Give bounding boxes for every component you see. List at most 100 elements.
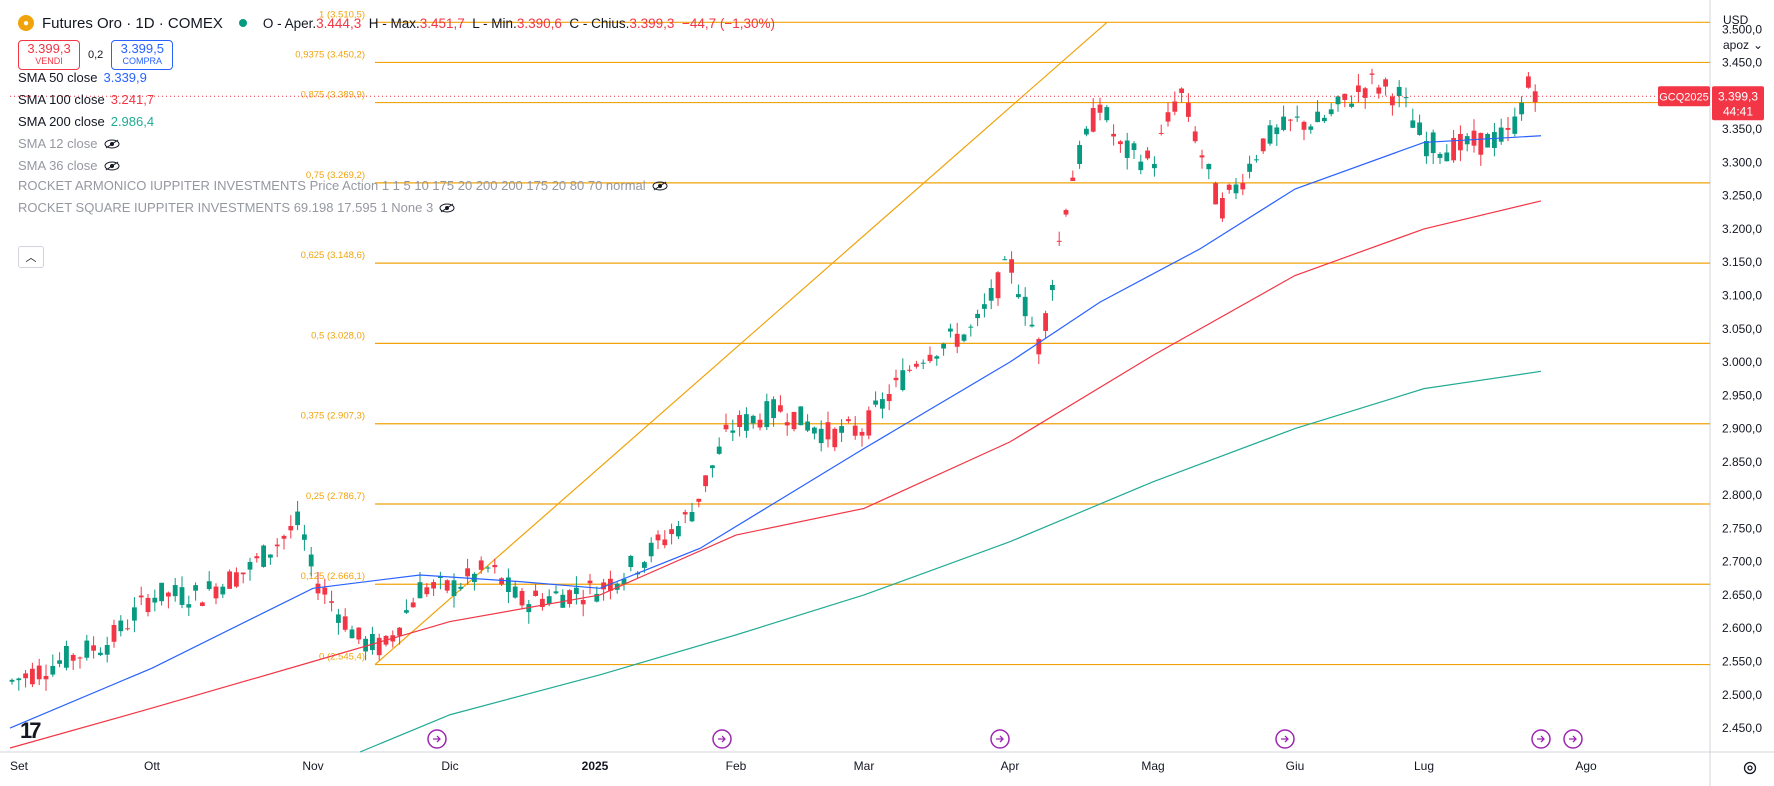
collapse-legend-button[interactable]: ︿ <box>18 246 44 268</box>
x-tick-label: Giu <box>1286 759 1305 773</box>
event-marker-icon[interactable] <box>712 729 732 749</box>
indicator-row[interactable]: SMA 100 close 3.241,7 <box>18 92 154 107</box>
candle-body <box>329 601 334 603</box>
candle-body <box>757 419 763 428</box>
candle-body <box>839 426 844 433</box>
y-tick-label: 2.450,0 <box>1722 721 1762 735</box>
candle-body <box>118 620 124 632</box>
candle-body <box>179 587 185 605</box>
buy-button[interactable]: 3.399,5 COMPRA <box>111 40 174 70</box>
candle-body <box>336 614 341 623</box>
event-marker-icon[interactable] <box>1563 729 1583 749</box>
indicator-row[interactable]: ROCKET ARMONICO IUPPITER INVESTMENTS Pri… <box>18 178 668 193</box>
candle-body <box>315 583 321 594</box>
candle-body <box>1186 103 1191 117</box>
candle-body <box>206 581 212 590</box>
eye-hidden-icon[interactable] <box>652 181 668 191</box>
candle-body <box>302 534 307 540</box>
candle-body <box>438 576 443 578</box>
candle-body <box>744 414 749 431</box>
candle-body <box>397 627 402 636</box>
candle-body <box>465 568 470 577</box>
candle-body <box>805 421 810 431</box>
eye-hidden-icon[interactable] <box>104 161 120 171</box>
candle-body <box>716 446 722 454</box>
currency-selector[interactable]: USD <box>1723 13 1749 27</box>
candle-body <box>988 287 994 301</box>
indicator-value: 2.986,4 <box>110 114 155 129</box>
candle-body <box>1084 128 1089 135</box>
candle-body <box>1505 127 1511 130</box>
x-tick-label: Dic <box>441 759 458 773</box>
candle-body <box>234 572 239 587</box>
candle-body <box>737 414 742 428</box>
event-marker-icon[interactable] <box>1531 729 1551 749</box>
candle-body <box>1172 101 1178 112</box>
candle-body <box>1240 183 1246 190</box>
candle-body <box>77 657 83 659</box>
y-tick-label: 3.450,0 <box>1722 56 1762 70</box>
candle-body <box>961 334 967 341</box>
price-tag-value: 3.399,3 <box>1718 89 1758 103</box>
indicator-row[interactable]: ROCKET SQUARE IUPPITER INVESTMENTS 69.19… <box>18 200 455 215</box>
candle-body <box>1077 144 1082 165</box>
indicator-row[interactable]: SMA 200 close 2.986,4 <box>18 114 154 129</box>
candle-body <box>166 592 171 597</box>
candle-body <box>710 465 715 469</box>
candle-body <box>608 578 613 591</box>
eye-hidden-icon[interactable] <box>104 139 120 149</box>
market-open-status-icon <box>238 19 247 27</box>
candle-body <box>1063 210 1069 215</box>
candle-body <box>1009 259 1014 273</box>
scale-mode-selector[interactable]: apoz ⌄ <box>1723 38 1764 52</box>
candle-body <box>1362 88 1368 98</box>
candle-body <box>546 596 552 604</box>
candle-body <box>1179 88 1184 94</box>
candle-body <box>832 428 838 448</box>
indicator-row[interactable]: SMA 12 close <box>18 136 120 151</box>
candle-body <box>975 313 980 319</box>
gear-icon[interactable] <box>1742 760 1758 776</box>
indicator-name: ROCKET ARMONICO IUPPITER INVESTMENTS Pri… <box>18 178 646 193</box>
event-arrow <box>1569 735 1577 743</box>
candle-body <box>274 544 280 547</box>
y-tick-label: 2.700,0 <box>1722 555 1762 569</box>
indicator-row[interactable]: SMA 36 close <box>18 158 120 173</box>
candle-body <box>506 577 511 592</box>
x-tick-label: Lug <box>1414 759 1434 773</box>
y-tick-label: 2.650,0 <box>1722 588 1762 602</box>
candle-body <box>628 555 634 568</box>
event-marker-icon[interactable] <box>1275 729 1295 749</box>
candle-body <box>98 652 103 656</box>
y-tick-label: 2.900,0 <box>1722 422 1762 436</box>
candle-body <box>927 354 933 362</box>
candle-body <box>1213 183 1218 205</box>
candle-body <box>601 582 606 590</box>
candle-body <box>1369 73 1375 75</box>
candle-body <box>1056 240 1062 242</box>
event-arrow <box>718 735 726 743</box>
event-circle <box>1275 729 1295 749</box>
candle-body <box>703 475 708 487</box>
indicator-row[interactable]: SMA 50 close 3.339,9 <box>18 70 147 85</box>
candle-body <box>1403 97 1409 99</box>
candle-body <box>594 593 600 602</box>
candle-body <box>512 586 518 598</box>
symbol-title[interactable]: Futures Oro · 1D · COMEX <box>42 14 223 32</box>
sell-button[interactable]: 3.399,3 VENDI <box>18 40 80 70</box>
candle-body <box>900 370 906 391</box>
candle-body <box>880 399 885 409</box>
candle-body <box>1315 111 1320 123</box>
candle-body <box>995 272 1001 299</box>
event-marker-icon[interactable] <box>427 729 447 749</box>
y-tick-label: 2.500,0 <box>1722 688 1762 702</box>
indicator-name: SMA 12 close <box>18 136 98 151</box>
fib-level-label: 0,625 (3.148,6) <box>301 250 365 261</box>
candle-body <box>1158 132 1164 134</box>
eye-hidden-icon[interactable] <box>439 203 455 213</box>
candle-body <box>431 582 436 589</box>
candle-body <box>1145 150 1150 159</box>
candle-body <box>1070 177 1076 181</box>
event-marker-icon[interactable] <box>990 729 1010 749</box>
